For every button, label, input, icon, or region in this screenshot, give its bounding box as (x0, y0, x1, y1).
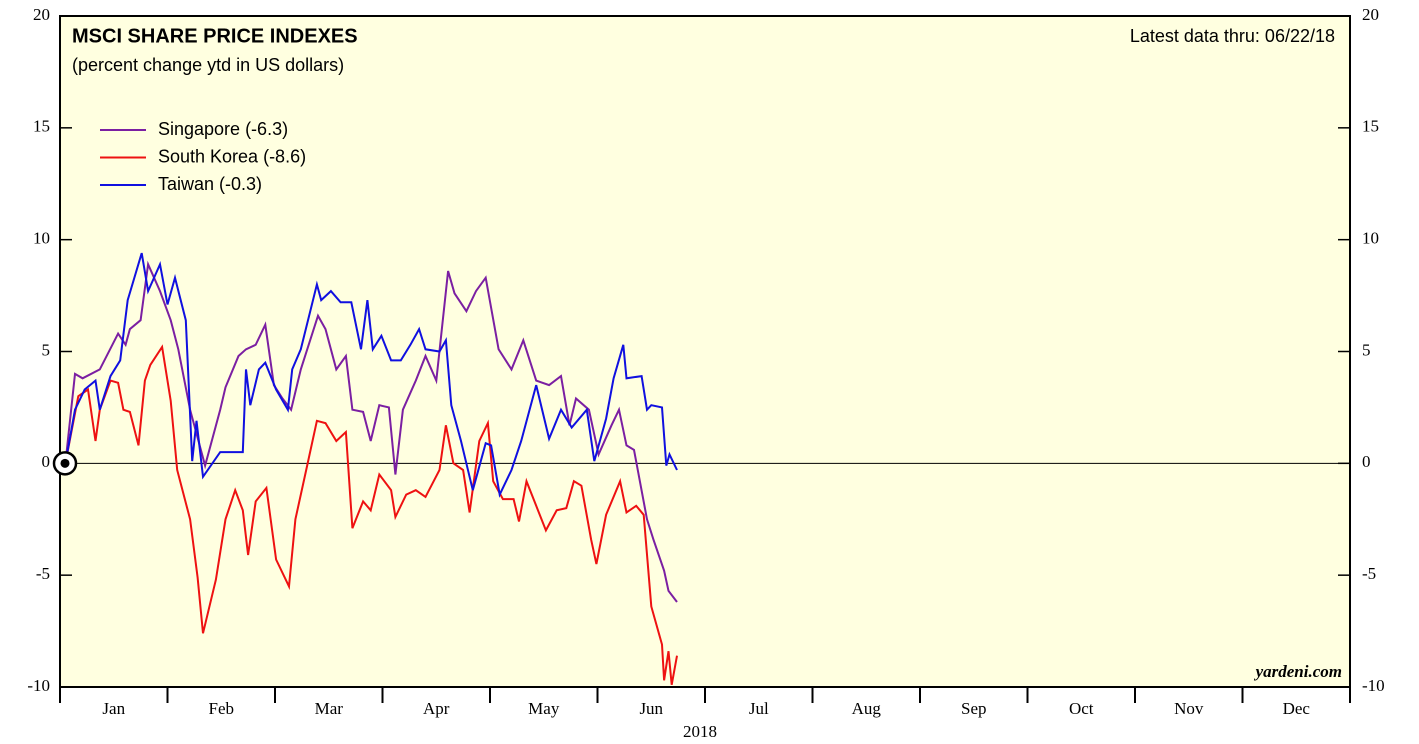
x-tick-label: Dec (1283, 699, 1311, 718)
y-tick-label: 15 (33, 117, 50, 136)
series-line (64, 260, 678, 603)
y2-tick-label: 20 (1362, 5, 1379, 24)
x-tick-label: May (528, 699, 560, 718)
y-tick-label: 10 (33, 229, 50, 248)
x-tick-label: Feb (209, 699, 235, 718)
annotation: Latest data thru: 06/22/18 (1130, 26, 1335, 46)
source: yardeni.com (1254, 662, 1342, 681)
x-tick-label: Apr (423, 699, 450, 718)
x-tick-label: Nov (1174, 699, 1204, 718)
plot-area (59, 15, 1351, 688)
y-tick-label: 20 (33, 5, 50, 24)
chart-subtitle: (percent change ytd in US dollars) (72, 55, 344, 75)
y-tick-label: 5 (42, 340, 51, 359)
series-line (64, 252, 678, 498)
x-tick-label: Oct (1069, 699, 1094, 718)
y2-tick-label: 5 (1362, 340, 1371, 359)
x-tick-label: Mar (315, 699, 344, 718)
y-tick-label: -5 (36, 564, 50, 583)
legend-label: Taiwan (-0.3) (158, 174, 262, 194)
y2-tick-label: -5 (1362, 564, 1376, 583)
legend-label: Singapore (-6.3) (158, 119, 288, 139)
x-tick-label: Sep (961, 699, 987, 718)
x-axis-label: 2018 (683, 722, 717, 741)
y2-tick-label: 0 (1362, 452, 1371, 471)
y2-tick-label: 10 (1362, 229, 1379, 248)
chart-title: MSCI SHARE PRICE INDEXES (72, 25, 358, 47)
y-tick-label: -10 (27, 676, 50, 695)
x-tick-label: Jun (639, 699, 663, 718)
y2-tick-label: -10 (1362, 676, 1385, 695)
x-tick-label: Jul (749, 699, 769, 718)
y2-tick-label: 15 (1362, 117, 1379, 136)
y-tick-label: 0 (42, 452, 51, 471)
origin-marker-dot (60, 458, 70, 468)
legend-label: South Korea (-8.6) (158, 146, 306, 166)
x-tick-label: Aug (852, 699, 882, 718)
series-line (64, 344, 678, 685)
x-tick-label: Jan (102, 699, 125, 718)
